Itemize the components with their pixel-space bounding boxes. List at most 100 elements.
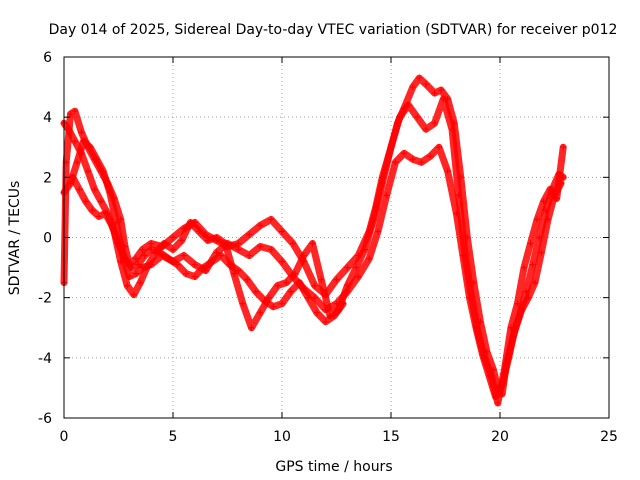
data-point [374, 228, 381, 235]
data-point [520, 264, 527, 271]
chart-title: Day 014 of 2025, Sidereal Day-to-day VTE… [49, 22, 618, 38]
data-point [468, 294, 475, 301]
data-point [292, 270, 299, 277]
data-point [246, 252, 253, 259]
data-point [139, 246, 146, 253]
data-point [65, 126, 72, 133]
y-tick-label: 6 [43, 50, 52, 66]
data-point [540, 198, 547, 205]
data-point [300, 252, 307, 259]
data-point [355, 273, 362, 280]
data-point [422, 81, 429, 88]
data-point [313, 309, 320, 316]
series-trace-c [61, 96, 567, 406]
data-point [414, 114, 421, 121]
data-point [117, 258, 124, 265]
data-point [518, 306, 525, 313]
data-point [475, 330, 482, 337]
data-point [409, 156, 416, 163]
data-point [235, 246, 242, 253]
data-point [449, 126, 456, 133]
data-point [239, 300, 246, 307]
data-point [353, 264, 360, 271]
data-point [318, 276, 325, 283]
series-trace-a [61, 75, 567, 397]
data-point [213, 234, 220, 241]
data-point [222, 240, 229, 247]
data-point [135, 261, 142, 268]
data-point [507, 324, 514, 331]
data-point [311, 282, 318, 289]
data-point [283, 279, 290, 286]
data-point [130, 291, 137, 298]
data-point [235, 267, 242, 274]
y-tick-label: -6 [38, 411, 52, 427]
data-point [366, 255, 373, 262]
data-point [102, 210, 109, 217]
data-point [191, 261, 198, 268]
data-point [180, 252, 187, 259]
data-point [268, 216, 275, 223]
data-point [494, 399, 501, 406]
grid [64, 57, 609, 418]
data-point [115, 240, 122, 247]
y-tick-label: -2 [38, 291, 52, 307]
data-point [257, 243, 264, 250]
series-trace-a-band [60, 74, 567, 398]
data-point [82, 198, 89, 205]
data-point [435, 144, 442, 151]
data-point [547, 186, 554, 193]
data-point [246, 231, 253, 238]
data-point [80, 138, 87, 145]
data-point [531, 279, 538, 286]
data-point [148, 240, 155, 247]
data-point [418, 159, 425, 166]
y-axis-title: SDTVAR / TECUs [7, 181, 23, 296]
data-point [525, 294, 532, 301]
x-tick-label: 0 [60, 429, 69, 445]
data-point [444, 168, 451, 175]
data-point [87, 144, 94, 151]
data-point [481, 354, 488, 361]
x-tick-label: 25 [600, 429, 618, 445]
data-point [261, 297, 268, 304]
data-point [106, 189, 113, 196]
data-point [71, 138, 78, 145]
data-point [132, 270, 139, 277]
x-tick-label: 5 [169, 429, 178, 445]
data-point [379, 180, 386, 187]
data-point [257, 222, 264, 229]
data-point [501, 366, 508, 373]
data-point [183, 270, 190, 277]
data-point [279, 228, 285, 235]
series-trace-c-band [60, 95, 567, 407]
data-point [252, 288, 259, 295]
data-point [544, 216, 551, 223]
data-point [74, 159, 81, 166]
series-trace-d [69, 174, 347, 325]
data-point [279, 300, 285, 307]
data-point [311, 294, 318, 301]
data-point [226, 261, 233, 268]
data-point [361, 246, 368, 253]
data-point [287, 288, 294, 295]
data-point [170, 246, 176, 253]
data-point [514, 300, 521, 307]
data-point [93, 156, 100, 163]
data-point [95, 213, 102, 220]
data-point [204, 237, 211, 244]
data-point [91, 186, 98, 193]
data-point [108, 222, 115, 229]
data-point [309, 240, 316, 247]
x-axis-title: GPS time / hours [275, 459, 392, 475]
data-point [132, 255, 139, 262]
data-point [431, 90, 438, 97]
data-point [128, 264, 135, 271]
data-point [217, 252, 224, 259]
data-point [178, 237, 185, 244]
data-point [141, 252, 148, 259]
data-point [440, 96, 447, 103]
x-tick-label: 20 [491, 429, 509, 445]
data-point [78, 150, 85, 157]
